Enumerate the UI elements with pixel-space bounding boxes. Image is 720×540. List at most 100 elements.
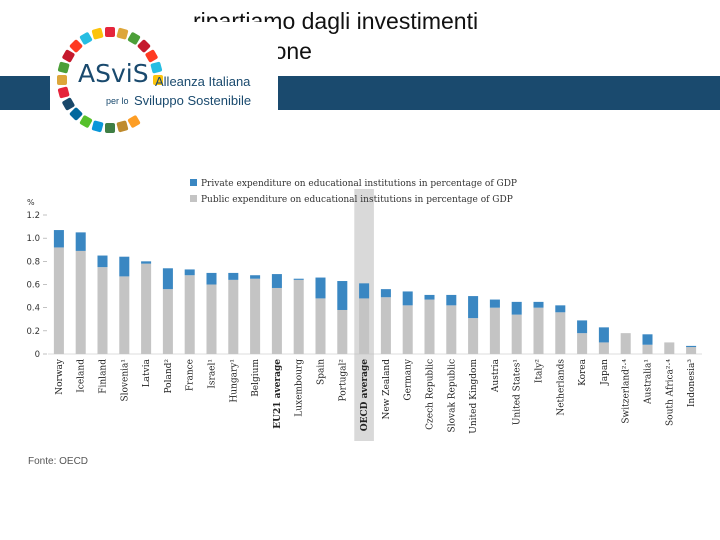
bar-public [577,333,588,354]
y-tick-label: 0.2 [26,327,40,337]
x-tick-label: Slovenia¹ [120,359,130,402]
x-tick-label: Latvia [142,358,152,387]
bar-public [250,278,261,354]
x-tick-label: Australia¹ [644,359,654,405]
x-tick-label: Finland [99,359,109,394]
x-tick-label: Hungary¹ [229,359,239,403]
bar-private [162,268,173,290]
x-tick-label: EU21 average [273,359,283,429]
sdg-tile [79,115,93,128]
bar-private [402,291,413,306]
legend-swatch-public [190,195,197,202]
bar-public [228,279,239,354]
bar-public [97,267,108,354]
logo-line1: Alleanza Italiana [155,74,251,89]
sdg-tile [105,123,115,133]
title-banner [278,76,720,110]
bar-private [598,327,609,343]
bar-public [162,289,173,354]
bars [53,230,697,354]
x-tick-label: Slovak Republic [447,359,457,432]
bar-public [119,276,130,354]
bar-private [533,301,544,308]
sdg-tile [69,39,83,53]
x-tick-label: Israel¹ [208,359,218,389]
sdg-color-ring [57,27,163,133]
legend-swatch-private [190,179,197,186]
bar-private [206,272,217,285]
sdg-tile [57,86,70,99]
bar-public [293,279,304,354]
sdg-tile [127,115,141,128]
bar-private [686,345,697,348]
bar-public [141,263,152,354]
x-axis-labels: Norway Iceland Finland Slovenia¹ Latvia Polan… [55,358,697,434]
sdg-tile [91,27,104,40]
y-tick-label: 0 [35,350,40,360]
x-tick-label: South Africa²·⁴ [665,359,675,426]
bar-public [489,307,500,354]
bar-public [555,312,566,354]
bar-private [468,296,479,319]
bar-public [620,333,631,354]
legend-label-private: Private expenditure on educational insti… [201,179,517,189]
bar-private [642,334,653,345]
bar-public [206,284,217,354]
bar-private [511,301,522,315]
x-tick-label: Austria [491,358,501,393]
bar-public [337,309,348,354]
bar-private [577,320,588,334]
sdg-tile [62,49,75,63]
sdg-tile [116,27,129,40]
x-tick-label: Luxembourg [295,359,305,417]
bar-private [271,274,282,288]
bar-public [686,347,697,354]
x-tick-label: Belgium [251,359,261,397]
bar-private [489,299,500,308]
x-tick-label: OECD average [360,359,370,431]
sdg-tile [127,32,141,45]
y-axis: 0 0.2 0.4 0.6 0.8 1.0 1.2 [26,211,702,360]
x-tick-label: Iceland [77,359,87,393]
bar-private [228,272,239,280]
x-tick-label: New Zealand [382,359,392,420]
y-tick-label: 0.4 [26,304,40,314]
bar-private [141,261,152,264]
sdg-tile [79,32,93,45]
bar-private [119,256,130,277]
bar-public [468,318,479,354]
x-tick-label: Norway [55,358,65,395]
sdg-tile [137,39,151,53]
sdg-tile [145,49,158,63]
sdg-tile [91,120,104,133]
sdg-tile [69,107,83,121]
bar-private [184,269,195,276]
x-tick-label: Spain [317,359,327,385]
asvis-logo: ASviS Alleanza Italiana per lo Sviluppo … [50,22,278,138]
bar-private [293,278,304,280]
x-tick-label: Portugal² [338,359,348,402]
bar-public [53,247,64,354]
source-note: Fonte: OECD [28,456,89,467]
bar-private [555,305,566,313]
bar-public [75,250,86,354]
x-tick-label: Poland² [164,359,174,394]
y-tick-label: 0.8 [26,257,40,267]
x-tick-label: France [186,359,196,391]
expenditure-chart: Private expenditure on educational insti… [26,179,702,441]
x-tick-label: United Kingdom [469,359,479,434]
sdg-tile [153,75,163,85]
x-tick-label: Indonesia³ [687,359,697,408]
x-tick-label: Japan [600,359,610,386]
bar-public [598,342,609,354]
sdg-tile [116,120,129,133]
bar-public [424,299,435,354]
bar-private [97,255,108,268]
y-axis-unit: % [27,198,35,207]
x-tick-label: Netherlands [556,359,566,416]
legend-label-public: Public expenditure on educational instit… [201,195,513,205]
x-tick-label: Switzerland²·⁴ [622,359,632,424]
x-tick-label: Italy² [535,359,545,384]
y-tick-label: 0.6 [26,281,40,291]
bar-private [53,230,64,248]
